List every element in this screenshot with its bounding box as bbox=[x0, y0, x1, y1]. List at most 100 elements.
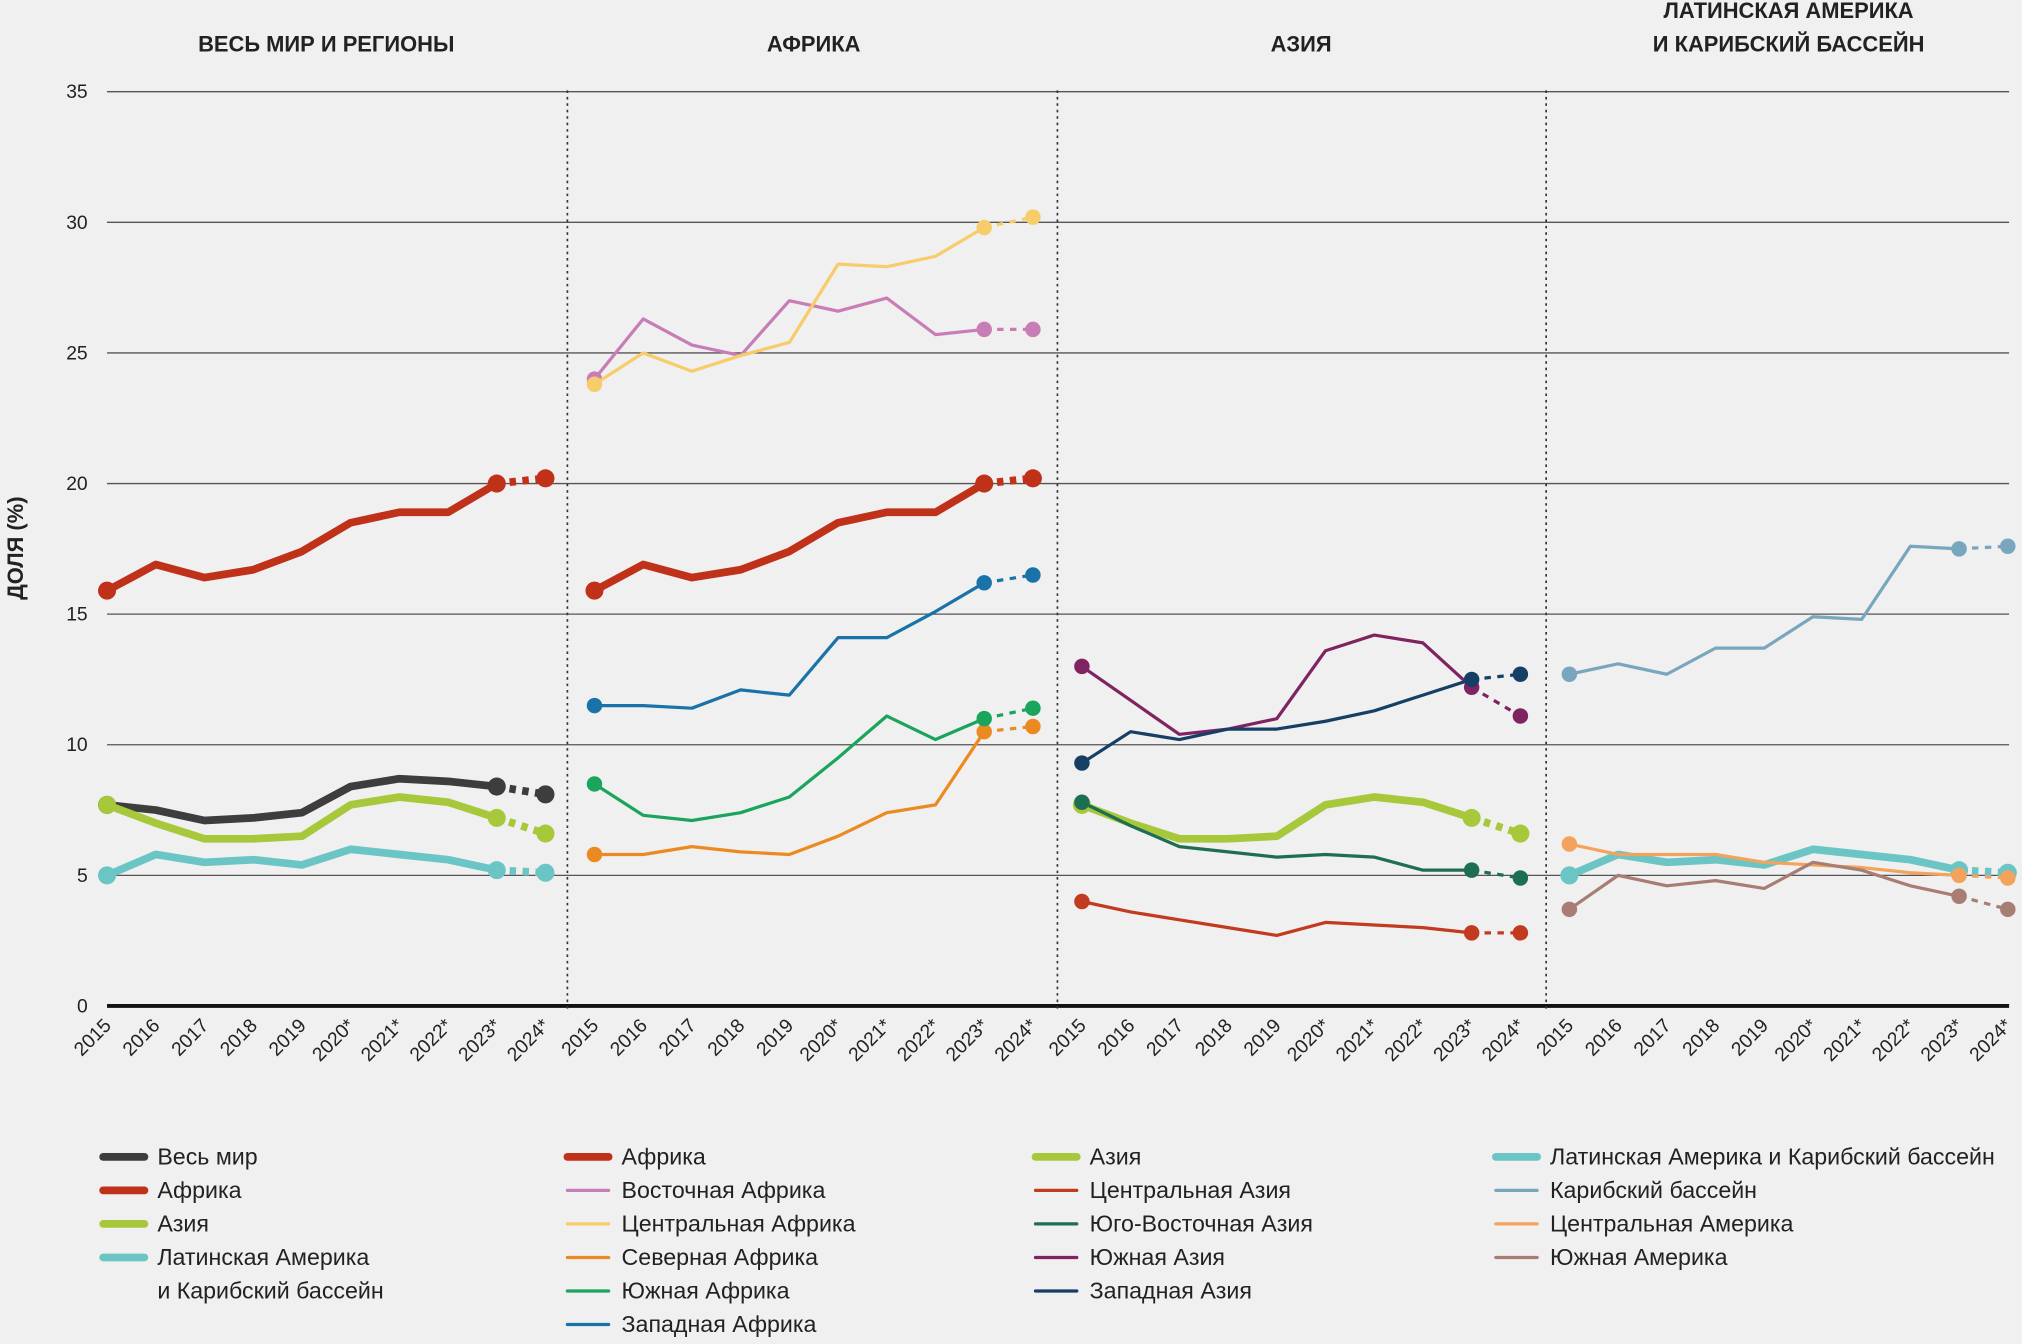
point-marker bbox=[2000, 870, 2016, 886]
point-marker bbox=[1463, 671, 1480, 688]
series-line bbox=[594, 730, 986, 857]
point-marker bbox=[98, 795, 117, 814]
series-line bbox=[1081, 800, 1472, 872]
point-marker bbox=[1074, 893, 1090, 910]
point-marker bbox=[98, 866, 117, 885]
legend-label: Центральная Африка bbox=[622, 1211, 856, 1237]
y-axis-label: ДОЛЯ (%) bbox=[3, 497, 28, 600]
point-marker bbox=[1512, 870, 1529, 886]
point-marker bbox=[1512, 666, 1529, 682]
series-projection bbox=[983, 573, 1034, 585]
legend-label: Карибский бассейн bbox=[1550, 1177, 1757, 1203]
point-marker bbox=[536, 785, 555, 804]
point-marker bbox=[586, 776, 603, 792]
series-line bbox=[593, 714, 985, 823]
point-marker bbox=[1951, 888, 1967, 905]
panel-title: ВЕСЬ МИР И РЕГИОНЫ bbox=[198, 32, 454, 57]
point-marker bbox=[1074, 794, 1090, 810]
y-tick-label: 0 bbox=[77, 995, 88, 1017]
point-marker bbox=[487, 474, 506, 493]
panel-title: АЗИЯ bbox=[1271, 32, 1332, 57]
legend-label: Западная Азия bbox=[1090, 1278, 1252, 1304]
point-marker bbox=[1463, 862, 1480, 878]
point-marker bbox=[1074, 658, 1090, 675]
panel-title: АФРИКА bbox=[767, 32, 861, 57]
y-tick-label: 5 bbox=[77, 865, 88, 887]
point-marker bbox=[2000, 538, 2016, 554]
legend-label: Африка bbox=[622, 1144, 706, 1170]
point-marker bbox=[1512, 925, 1529, 941]
legend-label: Северная Африка bbox=[622, 1244, 819, 1270]
point-marker bbox=[1025, 718, 1041, 735]
point-marker bbox=[1023, 469, 1042, 488]
point-marker bbox=[586, 376, 603, 393]
point-marker bbox=[536, 469, 555, 488]
legend-label: Африка bbox=[157, 1177, 241, 1203]
series-projection bbox=[1959, 873, 2008, 880]
series-projection bbox=[1959, 544, 2008, 551]
point-marker bbox=[586, 697, 603, 714]
point-marker bbox=[1560, 866, 1579, 885]
series-projection bbox=[1470, 685, 1522, 718]
series-line bbox=[1568, 860, 1960, 911]
point-marker bbox=[487, 861, 506, 880]
y-tick-label: 30 bbox=[66, 212, 88, 234]
series-line bbox=[1569, 842, 1960, 877]
point-marker bbox=[2000, 901, 2016, 918]
series-line bbox=[1081, 677, 1473, 765]
series-line bbox=[594, 581, 986, 710]
y-tick-label: 20 bbox=[66, 473, 88, 495]
legend-label: Азия bbox=[157, 1211, 209, 1237]
series-projection bbox=[1958, 894, 2009, 911]
legend-label: Весь мир bbox=[157, 1144, 257, 1170]
series-projection bbox=[983, 706, 1034, 721]
series-line bbox=[593, 226, 986, 386]
series-projection bbox=[1471, 672, 1521, 682]
series-line bbox=[105, 480, 499, 595]
point-marker bbox=[1561, 666, 1578, 682]
point-marker bbox=[585, 581, 604, 600]
legend-label: Латинская Америка и Карибский бассейн bbox=[1550, 1144, 1995, 1170]
legend-label: Центральная Америка bbox=[1550, 1211, 1794, 1237]
legend-label: Центральная Азия bbox=[1090, 1177, 1291, 1203]
point-marker bbox=[1025, 321, 1041, 338]
point-marker bbox=[1025, 567, 1041, 583]
series-line bbox=[593, 296, 985, 381]
point-marker bbox=[1951, 541, 1967, 557]
point-marker bbox=[586, 846, 603, 863]
series-projection bbox=[984, 724, 1034, 734]
series-line bbox=[1567, 845, 1960, 879]
point-marker bbox=[487, 808, 506, 827]
point-marker bbox=[1951, 867, 1967, 884]
series-line bbox=[592, 480, 987, 595]
point-marker bbox=[976, 219, 992, 236]
point-marker bbox=[1561, 836, 1578, 852]
legend-label: Южная Америка bbox=[1550, 1244, 1728, 1270]
y-tick-label: 35 bbox=[66, 81, 88, 103]
series-projection bbox=[1471, 868, 1521, 880]
legend-label: Юго-Восточная Азия bbox=[1090, 1211, 1313, 1237]
y-tick-label: 25 bbox=[66, 342, 88, 364]
point-marker bbox=[1462, 808, 1481, 827]
point-marker bbox=[976, 321, 992, 338]
point-marker bbox=[1074, 755, 1090, 771]
point-marker bbox=[976, 723, 992, 740]
point-marker bbox=[1512, 708, 1529, 724]
point-marker bbox=[1561, 901, 1578, 918]
point-marker bbox=[1025, 209, 1041, 225]
point-marker bbox=[1463, 925, 1480, 941]
legend-label: Латинская Америка и Карибский бассейн bbox=[157, 1244, 383, 1304]
series-line bbox=[106, 774, 498, 825]
point-marker bbox=[976, 710, 992, 727]
series-projection bbox=[983, 215, 1034, 230]
point-marker bbox=[536, 824, 555, 843]
legend-label: Южная Африка bbox=[622, 1278, 790, 1304]
point-marker bbox=[98, 581, 117, 600]
legend-label: Южная Азия bbox=[1090, 1244, 1225, 1270]
legend-label: Азия bbox=[1090, 1144, 1142, 1170]
series-line bbox=[1080, 793, 1473, 843]
point-marker bbox=[976, 575, 992, 591]
